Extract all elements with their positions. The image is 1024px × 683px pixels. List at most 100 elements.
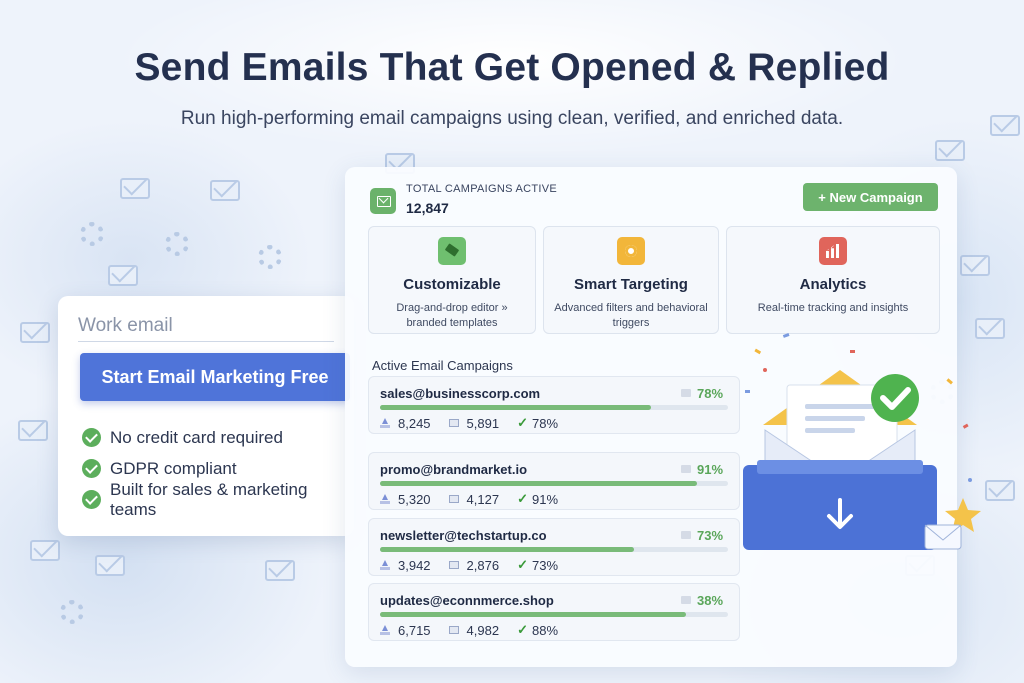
total-campaigns-value: 12,847 bbox=[406, 200, 449, 216]
campaign-opened: 4,127 bbox=[466, 491, 500, 507]
target-icon bbox=[617, 237, 645, 265]
total-campaigns-label: TOTAL CAMPAIGNS ACTIVE bbox=[406, 183, 558, 195]
feature-card-analytics[interactable]: Analytics Real-time tracking and insight… bbox=[726, 226, 940, 334]
background-envelope-icon bbox=[95, 555, 125, 576]
feature-card-description: Drag-and-drop editor » branded templates bbox=[396, 302, 508, 329]
signup-feature-list: No credit card required GDPR compliant B… bbox=[82, 422, 354, 519]
campaign-progress-fill bbox=[380, 547, 635, 552]
background-gear-icon bbox=[165, 232, 189, 256]
new-campaign-button[interactable]: + New Campaign bbox=[803, 183, 938, 211]
campaign-progress-fill bbox=[380, 405, 652, 410]
campaign-progress-track bbox=[380, 405, 728, 410]
page-title: Send Emails That Get Opened & Replied bbox=[134, 46, 890, 89]
campaign-progress-fill bbox=[380, 612, 687, 617]
campaign-row[interactable]: updates@econnmerce.shop 38% 6,715 4,982 … bbox=[368, 583, 740, 641]
checkmark-icon: ✓ bbox=[517, 557, 528, 572]
checkmark-icon: ✓ bbox=[517, 415, 528, 430]
campaign-opened: 2,876 bbox=[466, 557, 500, 573]
background-envelope-icon bbox=[108, 265, 138, 286]
background-envelope-icon bbox=[935, 140, 965, 161]
campaign-row[interactable]: newsletter@techstartup.co 73% 3,942 2,87… bbox=[368, 518, 740, 576]
mail-badge-icon bbox=[681, 465, 691, 473]
star-icon bbox=[945, 498, 981, 532]
campaign-sent: 8,245 bbox=[398, 415, 431, 431]
feature-card-smart-targeting[interactable]: Smart Targeting Advanced filters and beh… bbox=[543, 226, 719, 334]
campaign-progress-track bbox=[380, 612, 728, 617]
campaign-rate: 73% bbox=[697, 528, 724, 543]
feature-card-title: Customizable bbox=[403, 276, 501, 293]
opened-icon bbox=[448, 626, 459, 634]
sent-icon bbox=[380, 418, 390, 428]
background-envelope-icon bbox=[30, 540, 60, 561]
mail-badge-icon bbox=[681, 531, 691, 539]
campaign-opened: 5,891 bbox=[466, 415, 500, 431]
signup-feature-label: Built for sales & marketing teams bbox=[110, 479, 308, 519]
background-gear-icon bbox=[60, 600, 84, 624]
campaign-stats: 6,715 4,982 ✓ 88% bbox=[380, 622, 558, 638]
opened-icon bbox=[448, 495, 459, 503]
campaign-progress-fill bbox=[380, 481, 697, 486]
sent-icon bbox=[380, 625, 390, 635]
signup-feature-item: Built for sales & marketing teams bbox=[82, 480, 354, 519]
campaign-opened: 4,982 bbox=[466, 622, 500, 638]
campaign-row[interactable]: sales@businesscorp.com 78% 8,245 5,891 ✓… bbox=[368, 376, 740, 434]
campaign-rate: 38% bbox=[697, 593, 724, 608]
feature-card-customizable[interactable]: Customizable Drag-and-drop editor » bran… bbox=[368, 226, 536, 334]
background-envelope-icon bbox=[120, 178, 150, 199]
feature-card-description: Advanced filters and behavioral triggers bbox=[554, 302, 708, 329]
background-envelope-icon bbox=[265, 560, 295, 581]
signup-feature-item: GDPR compliant bbox=[82, 453, 354, 484]
check-circle-icon bbox=[82, 459, 101, 478]
campaign-open-rate: 91% bbox=[532, 491, 559, 507]
work-email-input[interactable] bbox=[78, 310, 334, 342]
active-campaigns-title: Active Email Campaigns bbox=[372, 358, 513, 373]
campaign-stats: 5,320 4,127 ✓ 91% bbox=[380, 491, 558, 507]
checkmark-badge-icon bbox=[871, 374, 919, 422]
confetti-decor bbox=[745, 333, 972, 482]
download-arrow-icon bbox=[827, 498, 853, 529]
background-envelope-icon bbox=[18, 420, 48, 441]
campaign-progress-track bbox=[380, 481, 728, 486]
signup-feature-label: GDPR compliant bbox=[110, 458, 237, 478]
inbox-illustration bbox=[743, 333, 981, 550]
campaign-progress-track bbox=[380, 547, 728, 552]
campaign-open-rate: 78% bbox=[532, 415, 559, 431]
campaign-sent: 3,942 bbox=[398, 557, 431, 573]
campaign-sent: 6,715 bbox=[398, 622, 431, 638]
mail-badge-icon bbox=[681, 596, 691, 604]
campaign-email: promo@brandmarket.io bbox=[380, 462, 528, 477]
campaign-open-rate: 73% bbox=[532, 557, 559, 573]
bar-chart-icon bbox=[819, 237, 847, 265]
background-gear-icon bbox=[80, 222, 104, 246]
campaign-rate: 78% bbox=[697, 386, 724, 401]
feature-card-title: Analytics bbox=[799, 276, 867, 293]
campaign-email: updates@econnmerce.shop bbox=[380, 593, 554, 608]
campaign-sent: 5,320 bbox=[398, 491, 431, 507]
background-envelope-icon bbox=[990, 115, 1020, 136]
background-envelope-icon bbox=[20, 322, 50, 343]
signup-card: Start Email Marketing Free No credit car… bbox=[58, 296, 354, 536]
small-envelope-icon bbox=[924, 524, 962, 550]
campaign-open-rate: 88% bbox=[532, 622, 559, 638]
campaign-rate: 91% bbox=[697, 462, 724, 477]
pencil-icon bbox=[438, 237, 466, 265]
campaign-stats: 8,245 5,891 ✓ 78% bbox=[380, 415, 558, 431]
background-envelope-icon bbox=[985, 480, 1015, 501]
background-envelope-icon bbox=[975, 318, 1005, 339]
campaign-email: sales@businesscorp.com bbox=[380, 386, 541, 401]
campaign-row[interactable]: promo@brandmarket.io 91% 5,320 4,127 ✓ 9… bbox=[368, 452, 740, 510]
opened-icon bbox=[448, 419, 459, 427]
feature-card-title: Smart Targeting bbox=[574, 276, 688, 293]
mail-badge-icon bbox=[681, 389, 691, 397]
campaign-email: newsletter@techstartup.co bbox=[380, 528, 547, 543]
start-email-marketing-button[interactable]: Start Email Marketing Free bbox=[80, 353, 350, 401]
sent-icon bbox=[380, 560, 390, 570]
sent-icon bbox=[380, 494, 390, 504]
check-circle-icon bbox=[82, 428, 101, 447]
envelope-icon bbox=[370, 188, 396, 214]
campaign-stats: 3,942 2,876 ✓ 73% bbox=[380, 557, 558, 573]
background-envelope-icon bbox=[210, 180, 240, 201]
checkmark-icon: ✓ bbox=[517, 491, 528, 506]
page-subtitle: Run high-performing email campaigns usin… bbox=[180, 108, 844, 129]
checkmark-icon: ✓ bbox=[517, 622, 528, 637]
